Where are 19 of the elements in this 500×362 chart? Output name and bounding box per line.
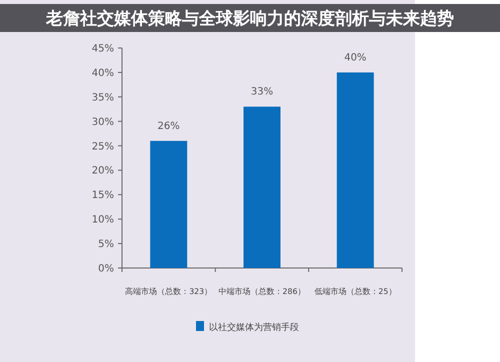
y-tick-label: 15% xyxy=(92,190,114,202)
bar xyxy=(244,106,280,268)
y-tick-label: 40% xyxy=(92,68,114,79)
legend-label: 以社交媒体为营销手段 xyxy=(209,322,299,333)
y-tick-label: 20% xyxy=(92,166,114,177)
data-label: 33% xyxy=(250,86,274,98)
y-tick-label: 45% xyxy=(92,44,114,54)
data-label: 40% xyxy=(344,52,366,64)
y-tick-label: 10% xyxy=(92,214,114,226)
bar xyxy=(150,140,188,268)
y-tick-label: 35% xyxy=(92,92,114,104)
chart-title: 老詹社交媒体策略与全球影响力的深度剖析与未来趋势 xyxy=(45,9,454,29)
data-label: 26% xyxy=(158,120,180,132)
y-tick-label: 25% xyxy=(92,141,114,152)
y-tick-label: 5% xyxy=(98,239,114,250)
bar xyxy=(336,72,374,268)
legend: 以社交媒体为营销手段 xyxy=(196,321,299,333)
y-tick-label: 30% xyxy=(92,116,114,128)
y-tick-label: 0% xyxy=(98,264,114,274)
